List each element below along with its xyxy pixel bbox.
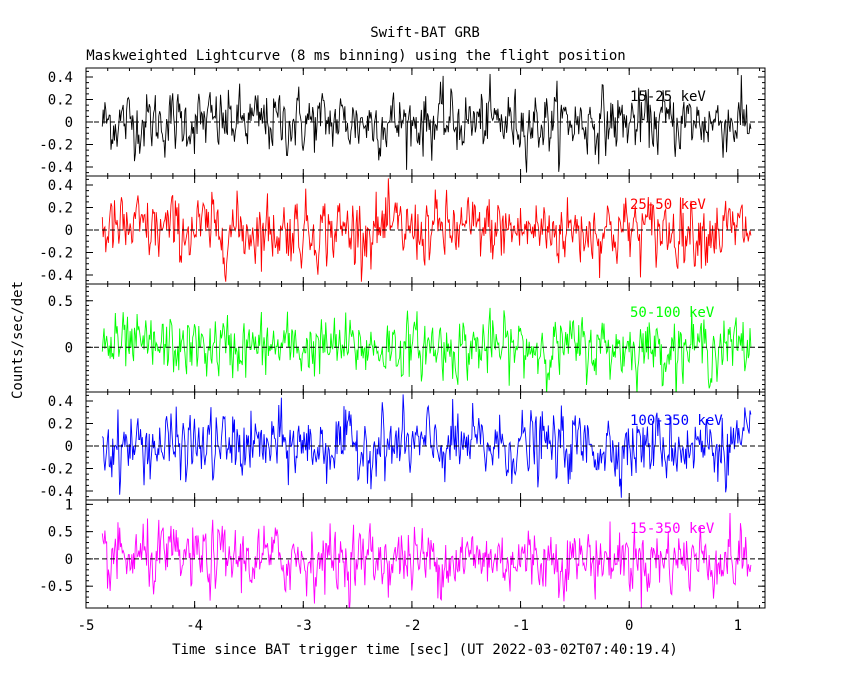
band-label-2: 50-100 keV — [630, 305, 715, 321]
y-tick-label: 0.4 — [48, 394, 73, 410]
y-tick-label: 0 — [65, 552, 73, 568]
y-tick-label: -0.4 — [39, 484, 73, 500]
y-tick-label: -0.2 — [39, 462, 73, 478]
y-tick-label: 0.4 — [48, 178, 73, 194]
x-tick-label: -4 — [186, 618, 203, 634]
x-tick-label: 1 — [734, 618, 742, 634]
y-tick-label: 0.2 — [48, 201, 73, 217]
y-tick-label: 0.2 — [48, 417, 73, 433]
y-tick-label: 0 — [65, 340, 73, 356]
x-axis-label: Time since BAT trigger time [sec] (UT 20… — [172, 642, 678, 658]
y-tick-label: -0.4 — [39, 160, 73, 176]
series-line-0 — [101, 73, 752, 173]
y-tick-label: 0.5 — [48, 525, 73, 541]
y-tick-label: -0.4 — [39, 268, 73, 284]
x-tick-label: 0 — [625, 618, 633, 634]
panels-group: -0.4 -0.2 0 0.2 0.4 15-25 keV -0.4 -0.2 0 0.2 0.4 2… — [39, 67, 766, 634]
series-line-3 — [101, 394, 752, 498]
band-label-0: 15-25 keV — [630, 89, 706, 105]
chart-title: Swift-BAT GRB — [370, 25, 480, 41]
y-tick-label: 0.2 — [48, 93, 73, 109]
y-tick-label: 0 — [65, 223, 73, 239]
series-line-1 — [101, 178, 752, 282]
y-tick-label: 0 — [65, 439, 73, 455]
x-tick-label: -1 — [512, 618, 529, 634]
y-tick-label: -0.5 — [39, 579, 73, 595]
x-tick-label: -2 — [403, 618, 420, 634]
y-tick-label: 0.4 — [48, 70, 73, 86]
band-label-1: 25-50 keV — [630, 197, 706, 213]
series-line-2 — [101, 307, 752, 392]
x-tick-label: -5 — [78, 618, 95, 634]
band-label-3: 100-350 keV — [630, 413, 723, 429]
x-tick-label: -3 — [295, 618, 312, 634]
y-tick-label: -0.2 — [39, 246, 73, 262]
y-tick-label: 1 — [65, 497, 73, 513]
y-axis-label: Counts/sec/det — [10, 281, 26, 399]
chart-subtitle: Maskweighted Lightcurve (8 ms binning) u… — [86, 48, 625, 64]
y-tick-label: -0.2 — [39, 138, 73, 154]
panel-frame-4 — [85, 499, 766, 609]
y-tick-label: 0.5 — [48, 294, 73, 310]
band-label-4: 15-350 keV — [630, 521, 715, 537]
y-tick-label: 0 — [65, 115, 73, 131]
series-line-4 — [101, 512, 752, 608]
